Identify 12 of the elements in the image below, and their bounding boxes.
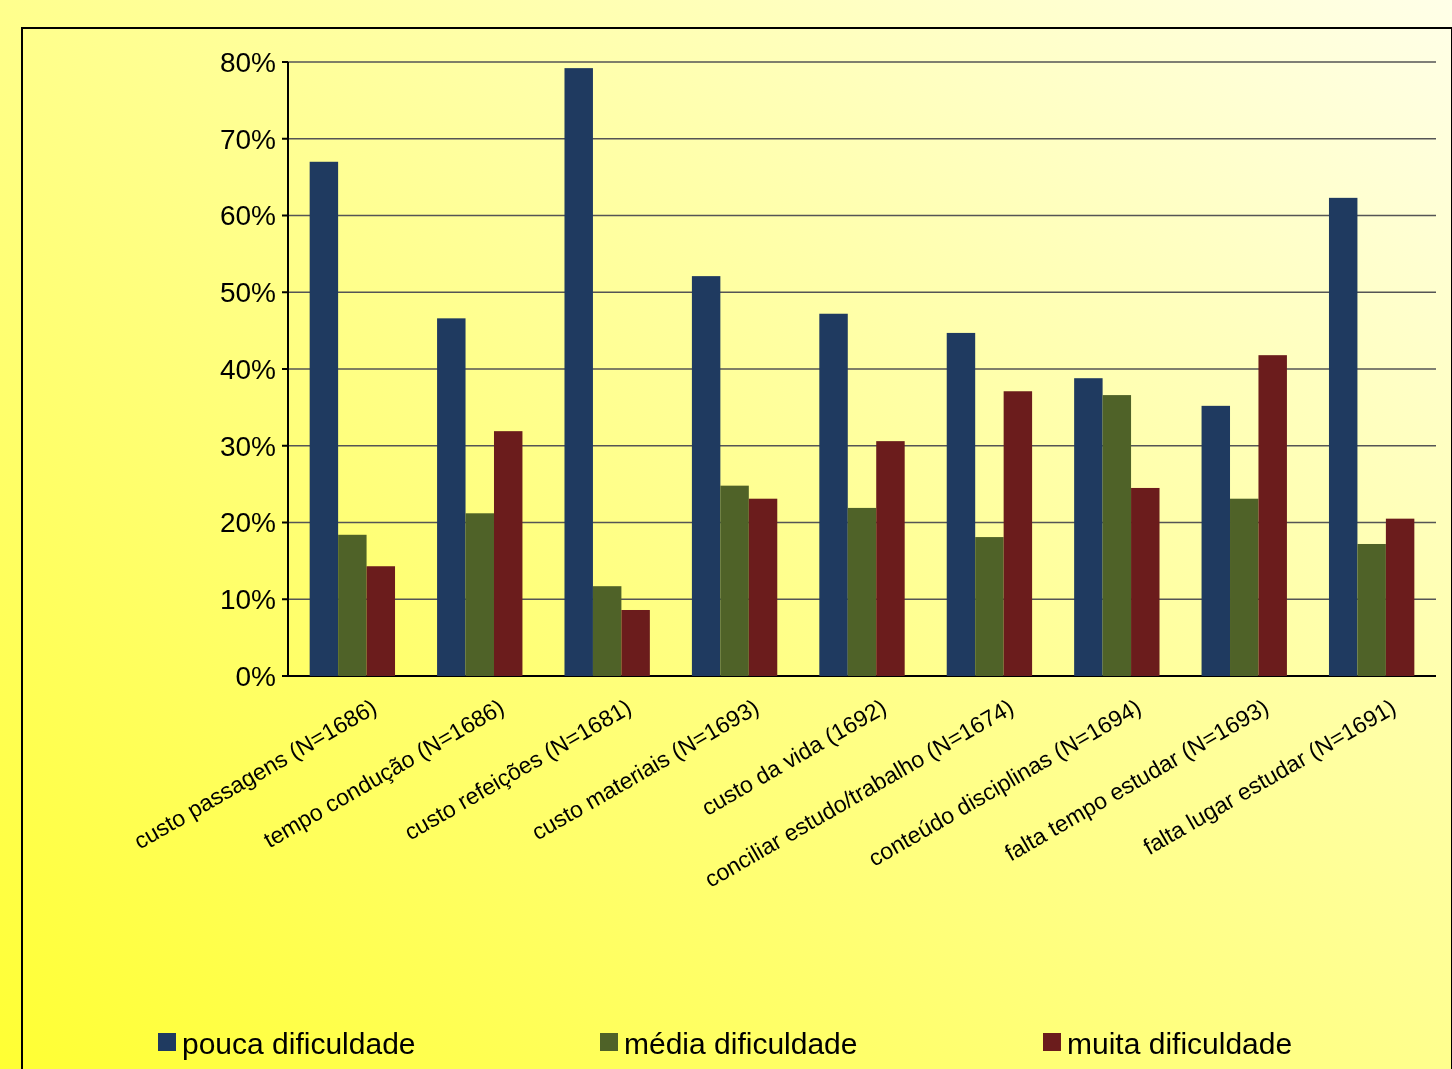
y-tick-label: 50%: [219, 277, 276, 309]
y-tick-label: 60%: [219, 200, 276, 232]
legend-label: pouca dificuldade: [182, 1026, 416, 1060]
y-tick-label: 80%: [219, 46, 276, 78]
legend-label: muita dificuldade: [1067, 1026, 1293, 1060]
legend-label: média dificuldade: [624, 1026, 858, 1060]
y-tick-label: 70%: [219, 123, 276, 155]
y-tick-label: 20%: [219, 507, 276, 539]
y-tick-label: 40%: [219, 353, 276, 385]
y-tick-label: 0%: [235, 660, 276, 692]
y-tick-label: 30%: [219, 430, 276, 462]
y-tick-label: 10%: [219, 584, 276, 616]
